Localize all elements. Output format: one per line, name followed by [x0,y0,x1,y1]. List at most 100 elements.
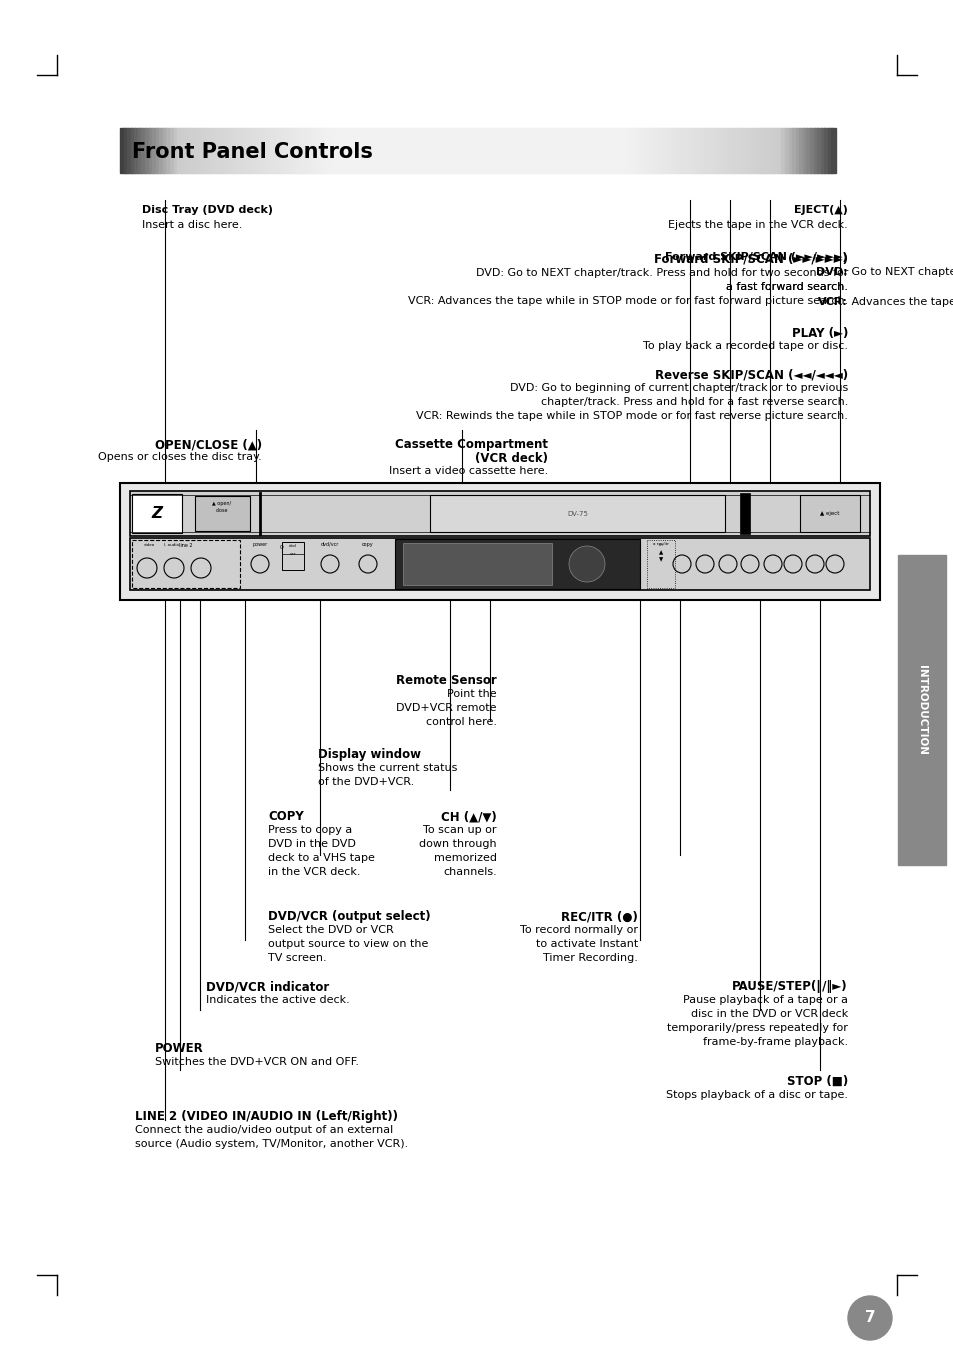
Text: Indicates the active deck.: Indicates the active deck. [206,994,350,1005]
Bar [577,128,581,173]
Bar [588,128,592,173]
Bar [770,128,775,173]
Bar [127,128,132,173]
Bar [431,128,436,173]
Bar [534,128,538,173]
Bar [674,128,678,173]
Bar [713,128,718,173]
Text: to activate Instant: to activate Instant [536,939,638,948]
Bar [120,484,879,600]
Bar [392,128,395,173]
Bar [474,128,478,173]
Bar [398,128,403,173]
Bar [423,128,428,173]
Bar [527,128,532,173]
Bar [130,490,869,536]
Bar [352,128,356,173]
Circle shape [568,546,604,582]
Text: EJECT(▲): EJECT(▲) [793,205,847,215]
Text: dvd: dvd [289,544,296,549]
Bar [323,128,328,173]
Text: Press to copy a: Press to copy a [268,825,352,835]
Text: Z: Z [152,507,162,521]
Bar [727,128,732,173]
Bar [488,128,493,173]
Bar [495,128,499,173]
Bar [402,543,552,585]
Bar [574,128,578,173]
Text: source (Audio system, TV/Monitor, another VCR).: source (Audio system, TV/Monitor, anothe… [135,1139,408,1148]
Bar [562,128,567,173]
Bar [194,128,199,173]
Bar [531,128,536,173]
Bar [355,128,360,173]
Text: Remote Sensor: Remote Sensor [395,674,497,688]
Bar [131,128,135,173]
Bar [760,128,763,173]
Text: PLAY (►): PLAY (►) [791,327,847,340]
Text: OPEN/CLOSE (▲): OPEN/CLOSE (▲) [154,438,262,451]
Bar [584,128,589,173]
Bar [159,128,164,173]
Bar [492,128,496,173]
Bar [699,128,703,173]
Bar [766,128,771,173]
Bar [132,494,182,534]
Bar [745,128,749,173]
Bar [213,128,217,173]
Bar [132,540,240,588]
Text: control here.: control here. [426,717,497,727]
Bar [513,128,517,173]
Bar [170,128,174,173]
Bar [302,128,307,173]
Bar [420,128,424,173]
Bar [691,128,696,173]
Text: vcr: vcr [290,553,296,557]
Bar [470,128,475,173]
Bar [509,128,514,173]
Bar [416,128,421,173]
Text: Pause playback of a tape or a: Pause playback of a tape or a [682,994,847,1005]
Text: frame-by-frame playback.: frame-by-frame playback. [702,1038,847,1047]
Bar [437,128,442,173]
Bar [280,128,285,173]
Bar [249,128,253,173]
Bar [316,128,321,173]
Bar [216,128,221,173]
Bar [502,128,507,173]
Bar [897,555,945,865]
Bar [548,128,553,173]
Bar [288,128,293,173]
Text: channels.: channels. [443,867,497,877]
Bar [402,128,407,173]
Bar [623,128,628,173]
Bar [277,128,281,173]
Bar [209,128,213,173]
Text: Select the DVD or VCR: Select the DVD or VCR [268,925,394,935]
Text: Forward SKIP/SCAN (►►/►►►): Forward SKIP/SCAN (►►/►►►) [654,253,847,265]
Bar [452,128,456,173]
Bar [517,128,521,173]
Bar [545,128,550,173]
Bar [680,128,685,173]
Bar [152,128,156,173]
Text: Insert a disc here.: Insert a disc here. [142,220,242,230]
Bar [634,128,639,173]
Bar [631,128,635,173]
Bar [662,128,667,173]
Bar [155,128,160,173]
Bar [177,128,182,173]
Bar [456,128,460,173]
Bar [802,128,806,173]
Bar [559,128,564,173]
Bar [740,493,749,534]
Bar [134,128,139,173]
Text: Forward SKIP/SCAN (►►/►►►): Forward SKIP/SCAN (►►/►►►) [664,253,847,262]
Text: Reverse SKIP/SCAN (◄◄/◄◄◄): Reverse SKIP/SCAN (◄◄/◄◄◄) [654,367,847,381]
Bar [605,128,610,173]
Bar [167,128,171,173]
Text: in the VCR deck.: in the VCR deck. [268,867,360,877]
Bar [741,128,746,173]
Bar [406,128,410,173]
Bar [234,128,238,173]
